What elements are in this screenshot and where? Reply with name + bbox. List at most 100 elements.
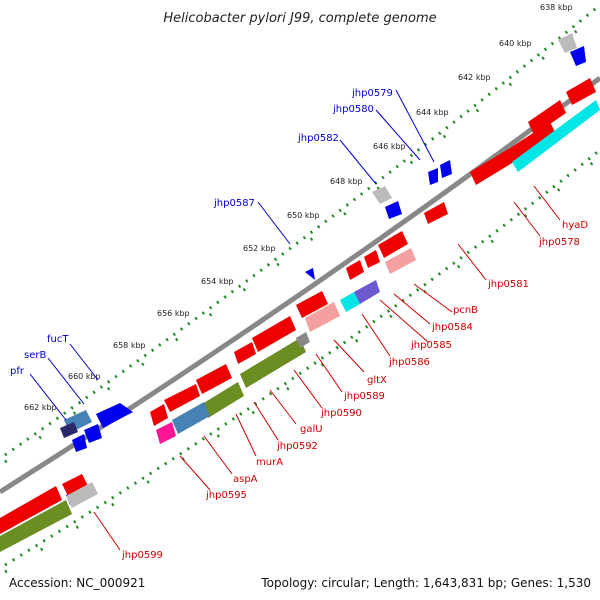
leader xyxy=(253,401,279,441)
gene-pfr-track[interactable] xyxy=(60,422,78,438)
gene-hyaD[interactable] xyxy=(470,148,517,185)
gene-label[interactable]: aspA xyxy=(233,474,258,485)
tick-label: 646 kbp xyxy=(373,142,406,151)
track-cyan-a xyxy=(512,100,600,172)
track-olive-b xyxy=(202,382,244,418)
gene-pfr[interactable] xyxy=(72,434,87,452)
leader xyxy=(235,413,257,457)
gene-label[interactable]: jhp0586 xyxy=(388,357,430,368)
leader xyxy=(315,353,343,393)
tick-label: 644 kbp xyxy=(416,108,449,117)
gene-label[interactable]: jhp0589 xyxy=(343,391,385,402)
feature-tracks xyxy=(0,100,600,552)
gene-jhp0587[interactable] xyxy=(305,268,315,280)
gene-gltX[interactable] xyxy=(252,316,296,352)
gene-red-end[interactable] xyxy=(62,474,88,496)
gene-label[interactable]: jhp0584 xyxy=(431,322,473,333)
tick-label: 638 kbp xyxy=(540,3,573,12)
track-magenta xyxy=(156,422,176,444)
gene-label[interactable]: jhp0582 xyxy=(297,133,339,144)
gene-jhp0584[interactable] xyxy=(364,250,380,268)
gene-jhp0586[interactable] xyxy=(296,291,328,318)
gene-label[interactable]: jhp0599 xyxy=(121,550,163,561)
outer-ruler xyxy=(4,3,600,457)
gene-jhp0589[interactable] xyxy=(234,342,256,364)
track-purple xyxy=(354,280,380,304)
leader xyxy=(393,293,431,325)
gene-label[interactable]: jhp0578 xyxy=(538,237,580,248)
gene-red-a[interactable] xyxy=(528,100,566,135)
leader xyxy=(93,511,121,551)
leader xyxy=(457,243,487,281)
gene-serB[interactable] xyxy=(84,424,102,443)
gene-label[interactable]: jhp0579 xyxy=(351,88,393,99)
gene-jhp0592[interactable] xyxy=(150,404,168,426)
leader xyxy=(203,435,233,475)
leader xyxy=(257,201,291,245)
tick-labels: 638 kbp 640 kbp 642 kbp 644 kbp 646 kbp … xyxy=(24,3,573,412)
gene-jhp0578-top[interactable] xyxy=(570,46,586,66)
gene-label[interactable]: jhp0595 xyxy=(205,490,247,501)
reverse-gene-labels: hyaD jhp0578 jhp0581 pcnB jhp0584 jhp058… xyxy=(121,220,588,561)
gene-label[interactable]: jhp0587 xyxy=(213,198,255,209)
gene-label[interactable]: murA xyxy=(256,457,283,468)
gene-red-b[interactable] xyxy=(566,78,596,105)
leader xyxy=(29,373,67,421)
gene-jhp0581[interactable] xyxy=(424,202,448,224)
leader xyxy=(513,201,541,237)
gene-jhp0580[interactable] xyxy=(440,160,452,178)
gene-pseudo-top[interactable] xyxy=(558,33,577,53)
gene-label[interactable]: gltX xyxy=(367,375,387,386)
gene-pink-a[interactable] xyxy=(385,248,416,274)
gene-label[interactable]: jhp0581 xyxy=(487,279,529,290)
tick-label: 658 kbp xyxy=(113,341,146,350)
forward-strand-genes xyxy=(60,33,586,505)
gene-label[interactable]: jhp0585 xyxy=(410,340,452,351)
gene-label[interactable]: galU xyxy=(300,424,323,435)
track-olive-c xyxy=(0,500,72,552)
track-grey-b xyxy=(296,332,310,348)
leader xyxy=(333,339,365,373)
leader xyxy=(361,313,391,357)
gene-label[interactable]: pcnB xyxy=(453,305,478,316)
leader xyxy=(375,109,421,161)
gene-pink-b[interactable] xyxy=(305,302,340,332)
genome-summary: Topology: circular; Length: 1,643,831 bp… xyxy=(260,576,591,590)
tick-label: 648 kbp xyxy=(330,177,363,186)
gene-label[interactable]: fucT xyxy=(47,334,69,345)
tick-label: 656 kbp xyxy=(157,309,190,318)
gene-label[interactable]: serB xyxy=(24,350,46,361)
gene-pcnB[interactable] xyxy=(378,231,408,258)
map-title: Helicobacter pylori J99, complete genome xyxy=(163,11,436,26)
track-cyan-b xyxy=(340,292,360,312)
leader xyxy=(293,369,323,409)
tick-label: 650 kbp xyxy=(287,211,320,220)
leader xyxy=(179,455,211,491)
tick-label: 642 kbp xyxy=(458,73,491,82)
label-leaders xyxy=(29,89,561,551)
gene-jhp0590[interactable] xyxy=(196,364,232,394)
leader xyxy=(413,283,453,313)
leader xyxy=(379,299,429,343)
gene-fucT[interactable] xyxy=(96,403,133,428)
gene-jhp0585[interactable] xyxy=(346,260,364,280)
tick-label: 652 kbp xyxy=(243,244,276,253)
gene-jhp0578[interactable] xyxy=(510,122,556,160)
leader xyxy=(269,389,297,425)
tick-label: 660 kbp xyxy=(68,372,101,381)
gene-jhp0582[interactable] xyxy=(385,201,402,219)
gene-label[interactable]: pfr xyxy=(10,366,25,377)
gene-galU[interactable] xyxy=(164,384,200,412)
gene-jhp0599[interactable] xyxy=(0,486,62,534)
gene-jhp0579[interactable] xyxy=(428,168,438,185)
reverse-strand-genes xyxy=(0,78,596,534)
gene-label[interactable]: jhp0580 xyxy=(332,104,374,115)
tick-label: 654 kbp xyxy=(201,277,234,286)
gene-label[interactable]: jhp0592 xyxy=(276,441,318,452)
outer-ruler-major-ticks xyxy=(4,10,600,464)
gene-fucT-grey[interactable] xyxy=(372,186,392,204)
leader xyxy=(533,185,561,221)
gene-label[interactable]: hyaD xyxy=(562,220,588,231)
gene-label[interactable]: jhp0590 xyxy=(320,408,362,419)
